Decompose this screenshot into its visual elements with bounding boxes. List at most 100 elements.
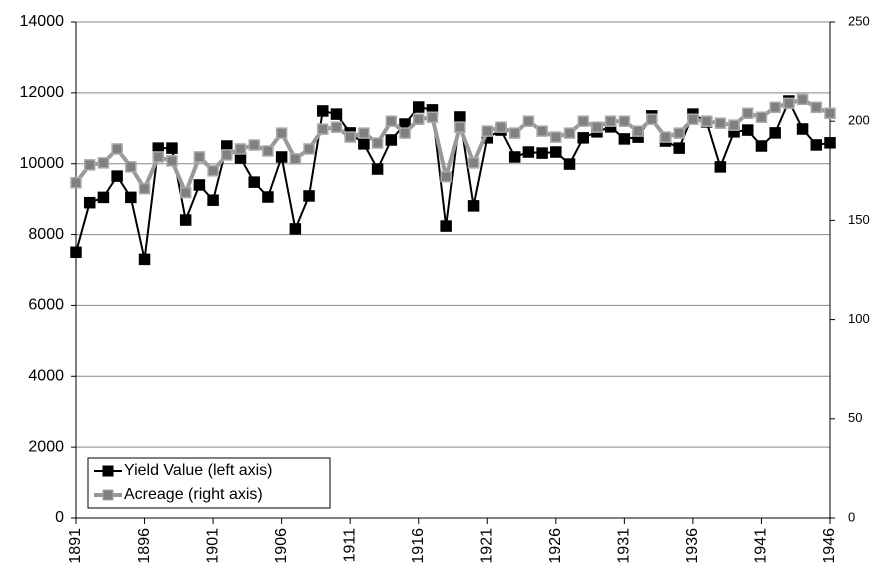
y-tick-label: 6000 <box>28 297 64 314</box>
marker <box>371 137 384 149</box>
marker <box>454 111 466 123</box>
marker <box>604 115 617 127</box>
marker <box>248 139 260 151</box>
marker <box>97 191 110 204</box>
marker <box>769 127 781 139</box>
marker <box>673 142 685 154</box>
y2-tick-label: 100 <box>848 311 870 326</box>
marker <box>111 143 123 155</box>
marker <box>563 127 576 139</box>
marker <box>207 194 219 206</box>
legend-marker <box>102 489 114 501</box>
marker <box>193 151 206 163</box>
marker <box>550 131 562 143</box>
marker <box>700 115 713 127</box>
x-tick-label: 1921 <box>478 528 495 564</box>
marker <box>330 108 343 120</box>
y-tick-label: 10000 <box>20 155 65 172</box>
marker <box>741 107 754 120</box>
y2-tick-label: 250 <box>848 13 870 28</box>
marker <box>371 163 384 175</box>
marker <box>138 253 151 266</box>
x-tick-label: 1891 <box>67 528 84 564</box>
marker <box>536 125 548 137</box>
marker <box>289 153 302 165</box>
marker <box>440 220 452 232</box>
marker <box>138 182 151 195</box>
marker <box>358 138 370 150</box>
marker <box>193 179 206 191</box>
marker <box>412 113 425 125</box>
marker <box>344 131 356 143</box>
marker <box>522 146 535 158</box>
marker <box>125 161 137 173</box>
y-tick-label: 14000 <box>20 13 65 30</box>
marker <box>618 115 631 127</box>
marker <box>454 121 466 133</box>
marker <box>358 127 370 139</box>
marker <box>728 119 740 131</box>
marker <box>783 97 795 110</box>
marker <box>385 115 398 127</box>
marker <box>563 158 576 170</box>
marker <box>426 111 439 123</box>
marker <box>577 132 589 144</box>
marker <box>687 113 699 125</box>
marker <box>385 134 398 146</box>
y-tick-label: 0 <box>55 509 64 526</box>
marker <box>262 191 274 203</box>
marker <box>577 115 589 127</box>
marker <box>289 223 302 235</box>
marker <box>234 143 247 155</box>
marker <box>440 171 452 183</box>
marker <box>536 147 548 159</box>
marker <box>70 246 82 259</box>
y2-tick-label: 200 <box>848 113 870 128</box>
marker <box>741 124 754 136</box>
marker <box>262 145 274 157</box>
marker <box>714 161 727 173</box>
y-tick-label: 2000 <box>28 438 64 455</box>
marker <box>755 140 768 152</box>
x-tick-label: 1941 <box>753 528 770 564</box>
legend-label: Yield Value (left axis) <box>124 462 273 479</box>
marker <box>111 170 123 182</box>
marker <box>303 143 315 155</box>
marker <box>810 139 823 151</box>
marker <box>412 101 425 113</box>
x-tick-label: 1931 <box>616 528 633 564</box>
marker <box>317 105 329 117</box>
y-tick-label: 8000 <box>28 226 64 243</box>
marker <box>221 149 233 161</box>
marker <box>796 93 809 106</box>
marker <box>179 186 192 199</box>
marker <box>550 146 562 158</box>
marker <box>659 131 672 143</box>
marker <box>508 151 521 163</box>
marker <box>330 121 343 133</box>
marker <box>481 125 494 137</box>
marker <box>796 123 809 135</box>
marker <box>303 190 315 202</box>
marker <box>810 101 823 114</box>
marker <box>824 107 836 120</box>
marker <box>97 157 110 169</box>
marker <box>646 113 658 125</box>
marker <box>673 127 685 139</box>
x-tick-label: 1896 <box>136 528 153 564</box>
marker <box>275 127 288 139</box>
marker <box>522 115 535 127</box>
marker <box>275 151 288 163</box>
y-tick-label: 4000 <box>28 368 64 385</box>
x-tick-label: 1911 <box>341 528 358 563</box>
y2-tick-label: 50 <box>848 410 862 425</box>
marker <box>399 127 411 139</box>
x-tick-label: 1946 <box>821 528 838 564</box>
marker <box>83 196 96 209</box>
x-tick-label: 1916 <box>410 528 427 564</box>
marker <box>179 214 192 226</box>
marker <box>125 191 137 204</box>
marker <box>714 117 727 129</box>
marker <box>618 133 631 145</box>
